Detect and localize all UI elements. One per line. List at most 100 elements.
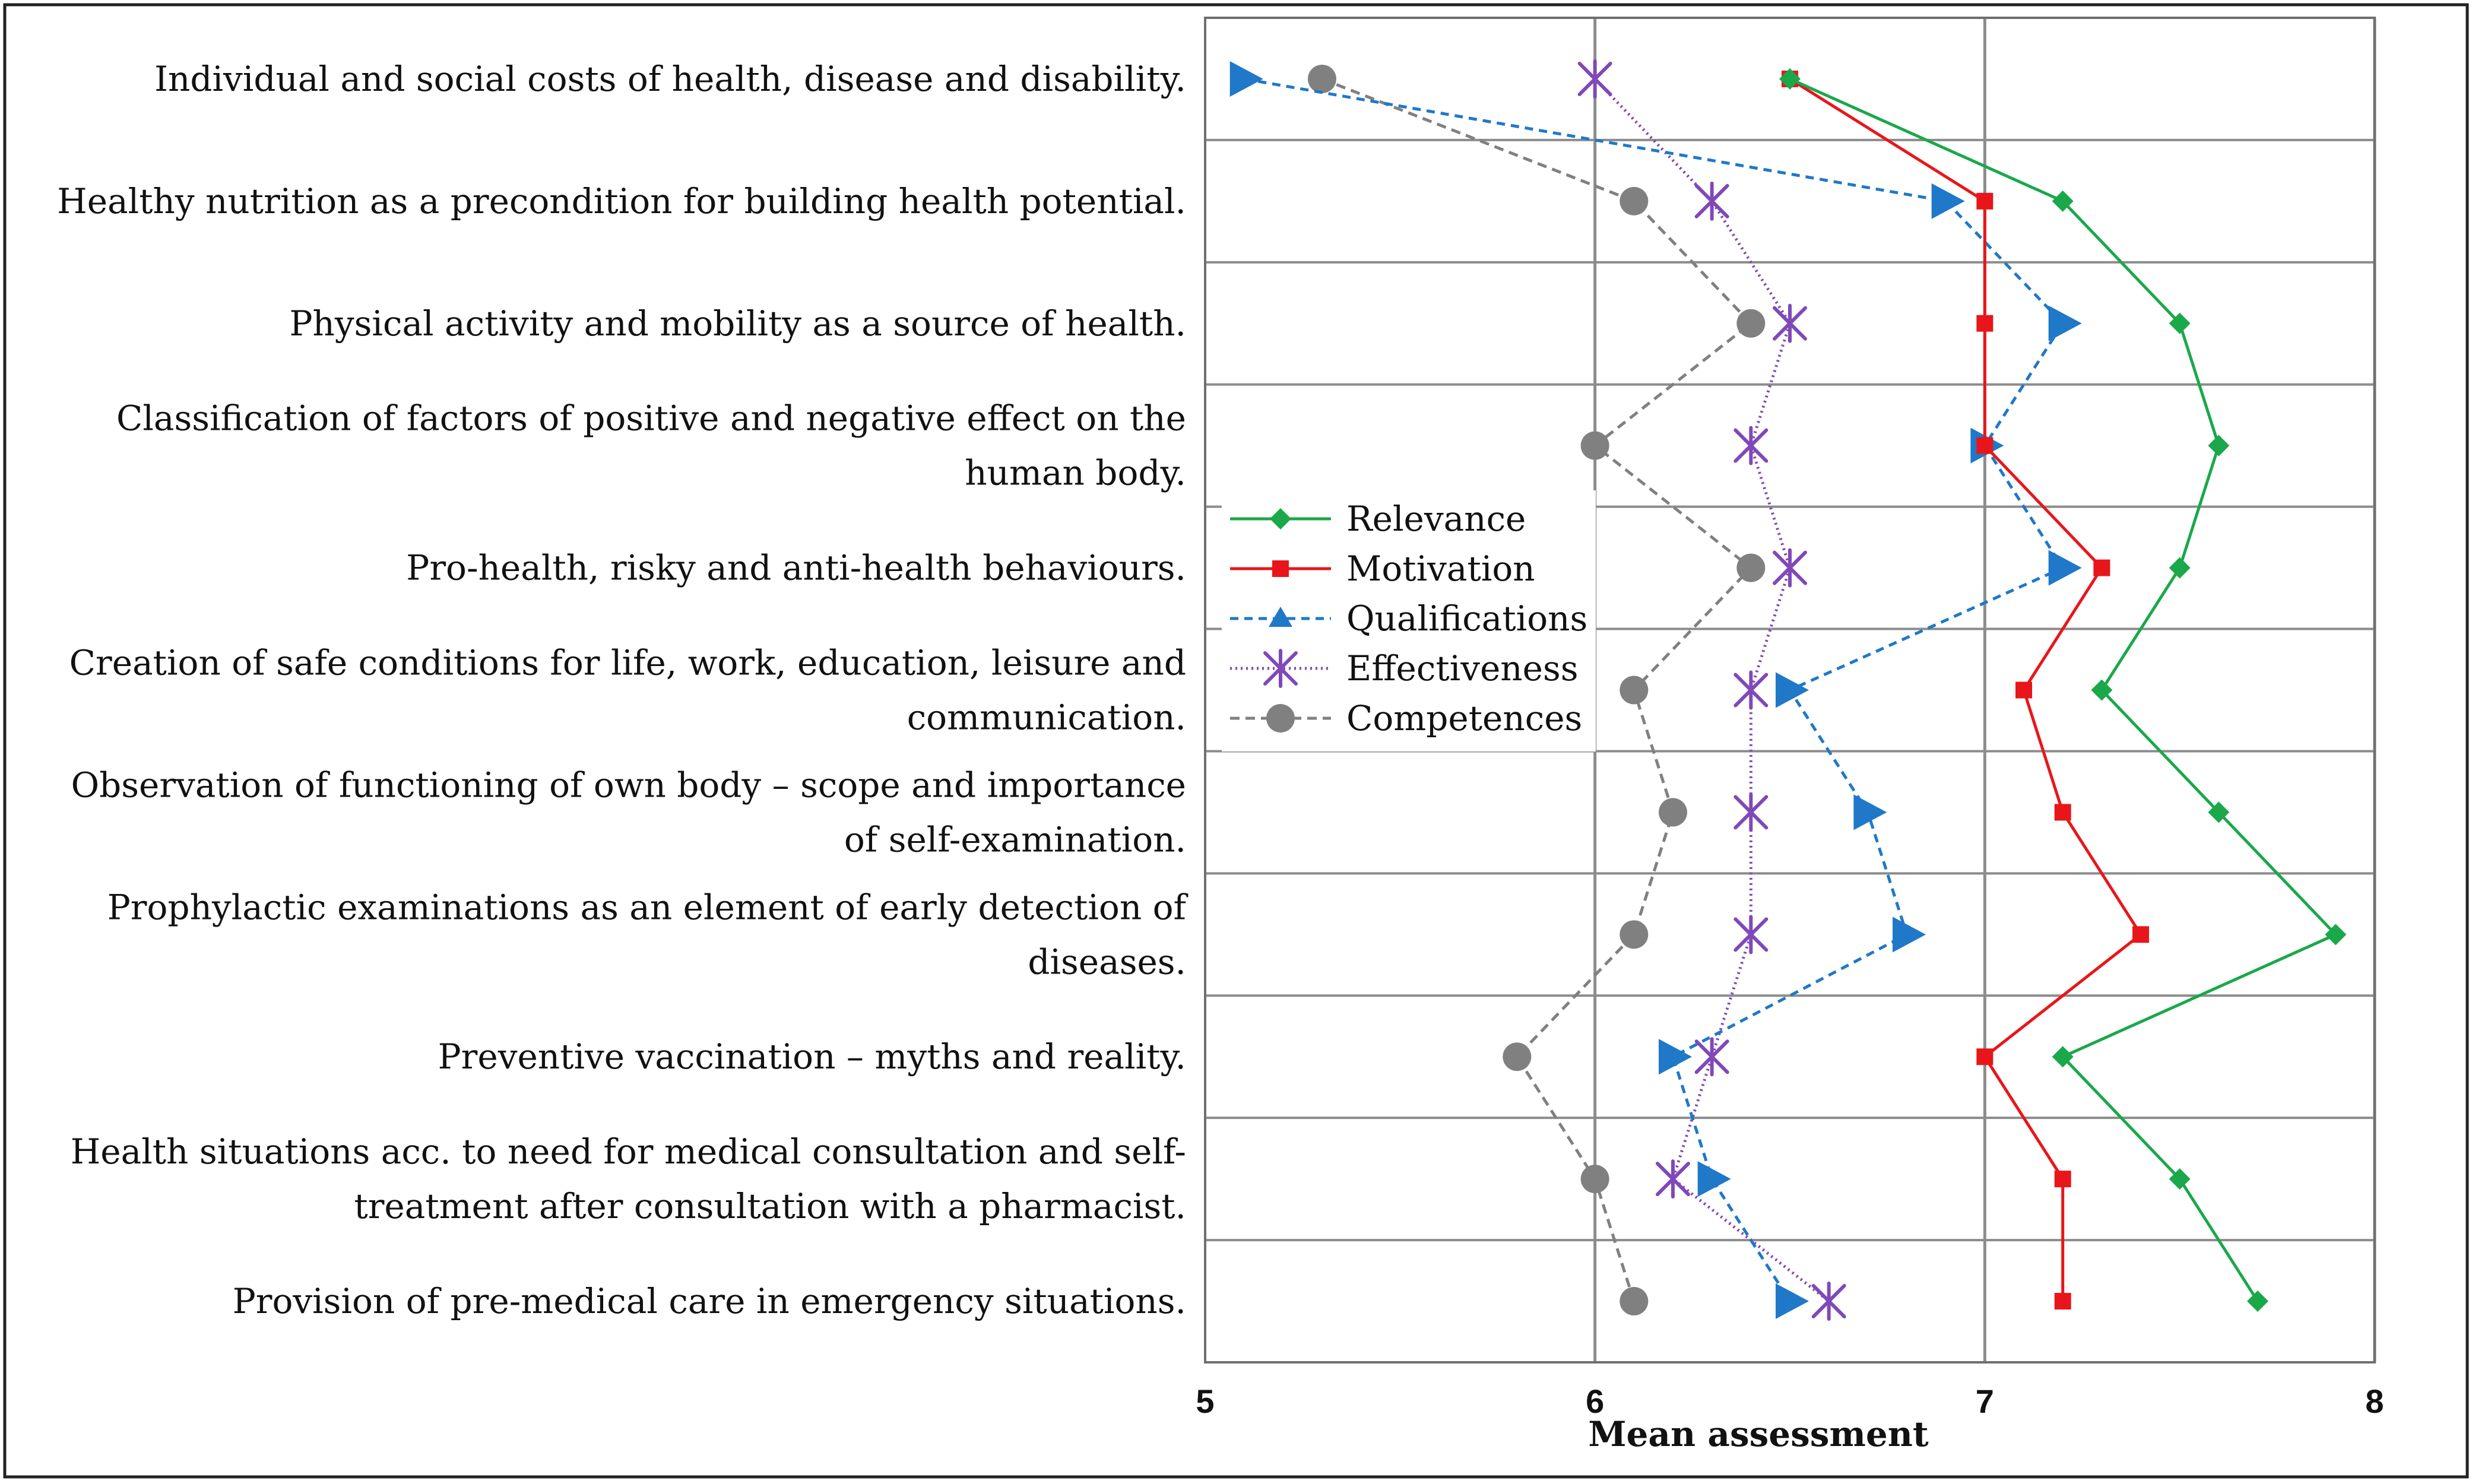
- category-label-line: Observation of functioning of own body –…: [71, 765, 1186, 805]
- data-point-effectiveness: [1577, 59, 1612, 99]
- x-axis-title: Mean assessment: [1588, 1414, 1929, 1454]
- category-label: Preventive vaccination – myths and reali…: [438, 1036, 1186, 1077]
- data-point-relevance: [2169, 312, 2191, 334]
- legend-label-motivation: Motivation: [1346, 548, 1535, 589]
- data-point-motivation: [1976, 192, 1994, 210]
- data-point-motivation: [2054, 804, 2071, 821]
- legend-label-competences: Competences: [1346, 698, 1582, 738]
- data-point-effectiveness: [1773, 548, 1807, 588]
- x-tick-labels: 5 6 7 8: [1196, 1382, 2384, 1420]
- x-tick-label: 8: [2365, 1382, 2384, 1420]
- category-label-line: treatment after consultation with a phar…: [354, 1186, 1186, 1226]
- x-tick-label: 7: [1976, 1382, 1994, 1420]
- legend-marker-competences: [1266, 704, 1295, 733]
- data-point-effectiveness: [1694, 1037, 1729, 1077]
- category-labels: Individual and social costs of health, d…: [57, 59, 1188, 1321]
- data-point-effectiveness: [1733, 426, 1769, 465]
- legend-marker-effectiveness: [1263, 649, 1298, 688]
- data-point-relevance: [2052, 190, 2074, 212]
- data-point-relevance: [2208, 435, 2230, 456]
- data-point-qualifications: [1853, 794, 1887, 830]
- data-point-motivation: [1976, 315, 1994, 332]
- legend-item-effectiveness: Effectiveness: [1230, 648, 1579, 689]
- data-point-relevance: [2247, 1290, 2268, 1312]
- data-point-qualifications: [1659, 1039, 1692, 1075]
- category-label-line: Individual and social costs of health, d…: [154, 59, 1186, 99]
- category-label-line: Pro-health, risky and anti-health behavi…: [406, 548, 1186, 588]
- category-label: Pro-health, risky and anti-health behavi…: [406, 548, 1186, 588]
- data-point-motivation: [2132, 926, 2149, 943]
- x-tick-label: 6: [1586, 1382, 1604, 1420]
- category-label-line: human body.: [965, 453, 1186, 493]
- data-point-relevance: [1779, 68, 1801, 90]
- data-point-effectiveness: [1773, 303, 1807, 343]
- legend-item-motivation: Motivation: [1230, 548, 1535, 589]
- category-label: Classification of factors of positive an…: [116, 398, 1186, 493]
- category-label-line: communication.: [907, 697, 1186, 738]
- data-point-competences: [1580, 431, 1609, 460]
- data-point-relevance: [2169, 1168, 2191, 1190]
- data-point-motivation: [2054, 1293, 2071, 1310]
- data-point-qualifications: [1776, 1283, 1809, 1320]
- data-point-motivation: [2015, 681, 2032, 699]
- data-point-qualifications: [1697, 1161, 1731, 1197]
- data-point-competences: [1620, 1287, 1649, 1316]
- data-point-qualifications: [1776, 672, 1809, 708]
- data-point-motivation: [2093, 559, 2110, 576]
- plot-border: [1204, 17, 2376, 1363]
- category-label-line: of self-examination.: [844, 819, 1186, 860]
- legend-item-qualifications: Qualifications: [1230, 598, 1587, 639]
- data-point-competences: [1620, 186, 1649, 215]
- data-point-qualifications: [2048, 305, 2082, 341]
- data-point-qualifications: [1229, 61, 1263, 97]
- data-point-relevance: [2208, 801, 2230, 823]
- series-effectiveness: [1577, 59, 1846, 1321]
- data-point-effectiveness: [1811, 1282, 1846, 1321]
- legend-label-qualifications: Qualifications: [1346, 598, 1587, 639]
- category-label-line: Healthy nutrition as a precondition for …: [57, 181, 1186, 221]
- data-point-effectiveness: [1656, 1159, 1690, 1199]
- legend: Relevance Motivation Qualifications Effecti…: [1222, 490, 1596, 751]
- category-label-line: diseases.: [1028, 941, 1186, 982]
- data-point-competences: [1659, 798, 1687, 827]
- category-label-line: Classification of factors of positive an…: [116, 398, 1186, 439]
- series-lines: [1229, 59, 2347, 1321]
- legend-label-relevance: Relevance: [1346, 499, 1526, 539]
- series-competences: [1308, 64, 1766, 1316]
- category-label: Creation of safe conditions for life, wo…: [69, 643, 1186, 738]
- data-point-motivation: [1976, 1048, 1994, 1066]
- data-point-competences: [1503, 1042, 1532, 1071]
- data-point-qualifications: [1893, 917, 1926, 953]
- data-point-relevance: [2091, 679, 2113, 701]
- data-point-competences: [1620, 676, 1649, 705]
- legend-item-competences: Competences: [1230, 698, 1582, 738]
- category-label-line: Physical activity and mobility as a sour…: [290, 303, 1187, 344]
- data-point-qualifications: [1931, 183, 1965, 219]
- data-point-effectiveness: [1733, 915, 1769, 955]
- legend-item-relevance: Relevance: [1230, 499, 1526, 539]
- data-point-effectiveness: [1733, 670, 1769, 710]
- category-label: Physical activity and mobility as a sour…: [290, 303, 1187, 344]
- category-label-line: Provision of pre-medical care in emergen…: [233, 1281, 1186, 1321]
- data-point-competences: [1736, 553, 1766, 582]
- category-label: Observation of functioning of own body –…: [71, 765, 1186, 860]
- data-point-motivation: [2054, 1171, 2071, 1188]
- legend-marker-relevance: [1270, 508, 1291, 529]
- data-point-relevance: [2325, 924, 2347, 946]
- legend-marker-motivation: [1272, 560, 1289, 577]
- data-point-competences: [1620, 920, 1649, 949]
- category-label: Health situations acc. to need for medic…: [71, 1131, 1186, 1226]
- category-label: Provision of pre-medical care in emergen…: [233, 1281, 1186, 1321]
- data-point-competences: [1308, 64, 1336, 93]
- legend-label-effectiveness: Effectiveness: [1346, 648, 1579, 689]
- legend-marker-qualifications: [1269, 607, 1292, 627]
- series-relevance: [1779, 68, 2347, 1312]
- data-point-relevance: [2169, 557, 2191, 579]
- series-qualifications: [1229, 61, 2082, 1320]
- category-label-line: Health situations acc. to need for medic…: [71, 1131, 1186, 1172]
- data-point-competences: [1736, 309, 1766, 338]
- category-label-line: Creation of safe conditions for life, wo…: [69, 643, 1186, 683]
- data-point-motivation: [1976, 437, 1994, 454]
- data-point-effectiveness: [1733, 792, 1769, 832]
